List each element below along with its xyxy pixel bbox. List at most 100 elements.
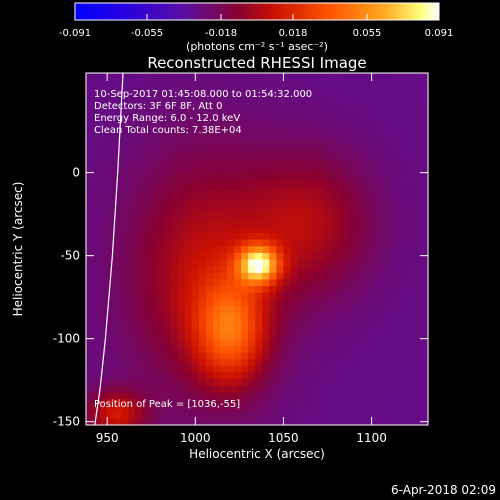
heatmap-cell xyxy=(403,405,411,413)
heatmap-cell xyxy=(241,418,249,425)
heatmap-cell xyxy=(424,305,428,313)
heatmap-cell xyxy=(121,73,129,81)
heatmap-cell xyxy=(410,378,419,386)
heatmap-cell xyxy=(269,106,277,114)
heatmap-cell xyxy=(424,112,428,121)
heatmap-cell xyxy=(304,351,313,360)
heatmap-cell xyxy=(361,132,369,141)
heatmap-cell xyxy=(353,418,362,425)
heatmap-cell xyxy=(241,385,249,393)
heatmap-cell xyxy=(219,86,228,94)
heatmap-cell xyxy=(368,285,376,293)
heatmap-cell xyxy=(318,405,327,413)
heatmap-cell xyxy=(375,112,383,121)
heatmap-cell xyxy=(149,199,158,207)
heatmap-cell xyxy=(297,212,306,220)
heatmap-cell xyxy=(234,265,242,273)
heatmap-cell xyxy=(205,272,214,280)
heatmap-cell xyxy=(353,351,362,360)
heatmap-cell xyxy=(212,232,221,240)
heatmap-cell xyxy=(248,371,256,380)
y-axis-ticks: 0-50-100-150 xyxy=(53,166,428,429)
heatmap-cell xyxy=(361,106,369,114)
heatmap-cell xyxy=(361,239,369,247)
heatmap-cell xyxy=(205,405,214,413)
heatmap-cell xyxy=(86,86,94,94)
heatmap-cell xyxy=(318,378,327,386)
heatmap-cell xyxy=(424,272,428,280)
heatmap-cell xyxy=(219,185,228,194)
heatmap-cell xyxy=(304,305,313,313)
heatmap-cell xyxy=(177,92,186,101)
heatmap-cell xyxy=(212,152,221,160)
heatmap-cell xyxy=(375,371,383,380)
colorbar-tick-label: 0.018 xyxy=(279,28,308,39)
heatmap-cell xyxy=(142,225,151,233)
heatmap-cell xyxy=(410,92,419,101)
heatmap-cell xyxy=(368,318,376,326)
heatmap-cell xyxy=(219,199,228,207)
heatmap-cell xyxy=(269,212,277,220)
heatmap-cell xyxy=(318,86,327,94)
heatmap-cell xyxy=(311,325,320,333)
heatmap-cell xyxy=(346,272,355,280)
heatmap-cell xyxy=(163,338,172,346)
heatmap-cell xyxy=(248,192,256,200)
heatmap-cell xyxy=(283,365,292,373)
heatmap-cell xyxy=(396,239,404,247)
heatmap-cell xyxy=(410,225,419,233)
heatmap-cell xyxy=(262,239,270,247)
heatmap-cell xyxy=(163,79,172,87)
heatmap-cell xyxy=(361,92,369,101)
heatmap-cell xyxy=(410,358,419,366)
heatmap-cell xyxy=(297,312,306,320)
heatmap-cell xyxy=(297,172,306,180)
heatmap-cell xyxy=(219,365,228,373)
heatmap-cell xyxy=(353,285,362,293)
heatmap-cell xyxy=(396,106,404,114)
heatmap-cell xyxy=(86,179,94,187)
heatmap-cell xyxy=(198,159,207,167)
heatmap-cell xyxy=(255,252,263,260)
heatmap-cell xyxy=(269,332,277,340)
heatmap-cell xyxy=(107,371,115,380)
heatmap-cell xyxy=(403,119,411,127)
heatmap-cell xyxy=(353,345,362,353)
heatmap-cell xyxy=(100,265,108,273)
heatmap-cell xyxy=(339,258,348,267)
heatmap-cell xyxy=(163,232,172,240)
heatmap-cell xyxy=(100,292,108,300)
heatmap-cell xyxy=(283,152,292,160)
heatmap-cell xyxy=(184,358,193,366)
heatmap-cell xyxy=(100,391,108,400)
heatmap-cell xyxy=(227,92,235,101)
heatmap-cell xyxy=(311,132,320,141)
heatmap-cell xyxy=(234,318,242,326)
heatmap-cell xyxy=(135,132,144,141)
heatmap-cell xyxy=(149,112,158,121)
heatmap-cell xyxy=(93,146,101,154)
heatmap-cell xyxy=(163,106,172,114)
heatmap-cell xyxy=(361,225,369,233)
heatmap-cell xyxy=(346,179,355,187)
heatmap-cell xyxy=(283,239,292,247)
heatmap-cell xyxy=(396,285,404,293)
heatmap-cell xyxy=(262,179,270,187)
heatmap-cell xyxy=(311,418,320,425)
heatmap-cell xyxy=(290,112,299,121)
heatmap-cell xyxy=(325,245,334,253)
heatmap-cell xyxy=(368,126,376,134)
heatmap-cell xyxy=(177,285,186,293)
heatmap-cell xyxy=(248,272,256,280)
heatmap-cell xyxy=(177,172,186,180)
heatmap-cell xyxy=(177,112,186,121)
heatmap-cell xyxy=(142,411,151,419)
heatmap-cell xyxy=(163,398,172,406)
heatmap-cell xyxy=(191,212,200,220)
heatmap-cell xyxy=(142,378,151,386)
heatmap-cell xyxy=(100,112,108,121)
heatmap-cell xyxy=(375,265,383,273)
heatmap-cell xyxy=(177,338,186,346)
heatmap-cell xyxy=(353,411,362,419)
heatmap-cell xyxy=(170,272,179,280)
